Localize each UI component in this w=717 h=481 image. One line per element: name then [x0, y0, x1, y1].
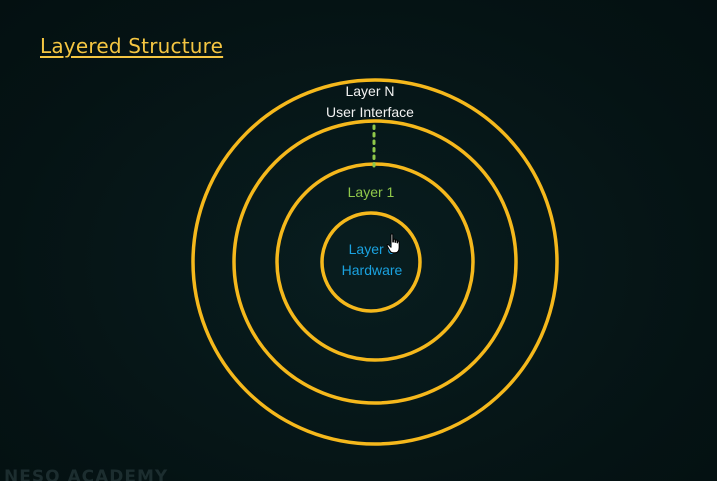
layer-1-name: Layer 1 [347, 184, 395, 200]
layer-0-description: Hardware [341, 262, 403, 278]
hand-pointer-icon [386, 233, 400, 254]
ring-layer-0 [320, 211, 422, 313]
layer-n-label: Layer N User Interface [326, 81, 414, 123]
watermark: NESO ACADEMY [4, 467, 169, 481]
slide-title: Layered Structure [40, 34, 224, 58]
ring-layer-n [191, 78, 559, 446]
layer-1-label: Layer 1 [348, 182, 395, 203]
layer-0-name: Layer 0 [348, 241, 396, 257]
ring-layer-2 [232, 119, 518, 405]
layer-n-name: Layer N [345, 83, 395, 99]
layer-n-description: User Interface [326, 104, 414, 120]
layer-0-label: Layer 0 Hardware [342, 239, 403, 281]
